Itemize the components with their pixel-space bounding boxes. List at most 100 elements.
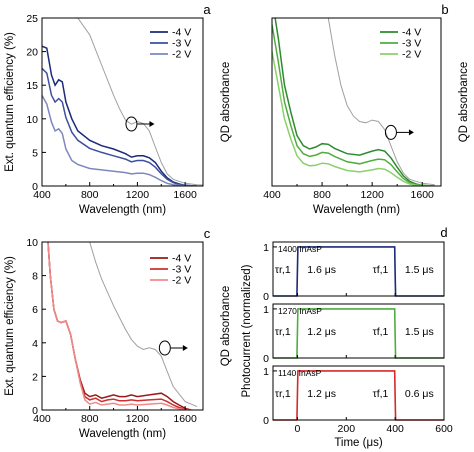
y-tick-label: 0 — [263, 353, 269, 365]
legend-label: -3 V — [172, 38, 191, 50]
y-tick-label: 6 — [32, 304, 38, 316]
sample-label: 1400 InAsP — [278, 244, 322, 254]
fall-tau-label: τf,1 — [373, 326, 389, 338]
y-tick-label: 2 — [32, 371, 38, 383]
x-tick-label: 200 — [338, 423, 356, 435]
x-tick-label: 1600 — [173, 413, 197, 425]
absorbance-marker-ellipse — [384, 124, 397, 140]
y-axis-label: Ext. quantum efficiency (%) — [4, 256, 16, 396]
fall-tau-value: 1.5 μs — [405, 326, 434, 338]
panel-label: d — [440, 225, 447, 240]
y-tick-label: 1 — [263, 366, 269, 378]
transient-line — [273, 370, 444, 421]
series-line-m4V — [274, 18, 435, 186]
x-tick-label: 1200 — [126, 189, 150, 201]
rise-tau-label: τr,1 — [275, 264, 291, 276]
legend-label: -2 V — [172, 49, 191, 61]
panel-b: 400 800 1200 1600 Wavelength (nm) QD absorban… — [263, 2, 470, 216]
rise-tau-value: 1.2 μs — [307, 388, 336, 400]
series-line-m3V — [272, 24, 435, 186]
legend-label: -3 V — [402, 38, 421, 50]
y-tick-label: 0 — [32, 181, 38, 193]
x-tick-label: 400 — [263, 189, 281, 201]
transient-line — [273, 246, 444, 297]
subplot-frame — [272, 365, 445, 421]
fall-tau-value: 0.6 μs — [405, 388, 434, 400]
x-tick-label: 1200 — [360, 189, 384, 201]
absorbance-marker-ellipse — [125, 116, 138, 132]
x-tick-label: 600 — [435, 423, 453, 435]
panel-label: a — [203, 2, 211, 17]
legend-label: -4 V — [402, 27, 421, 39]
y-tick-label: 25 — [26, 13, 38, 25]
x-tick-label: 400 — [33, 413, 51, 425]
legend-label: -4 V — [172, 253, 191, 265]
y-tick-label: 0 — [263, 291, 269, 303]
transient-subpanel: 0 1 1400 InAsP τr,1 1.6 μs τf,1 1.5 μs — [263, 241, 445, 303]
absorbance-marker-ellipse — [158, 340, 171, 356]
x-tick-label: 1600 — [411, 189, 435, 201]
x-axis-label: Wavelength (nm) — [79, 204, 166, 216]
plot-frame — [41, 17, 204, 187]
x-tick-label: 1600 — [173, 189, 197, 201]
y-axis-label: Photocurrent (normalized) — [241, 264, 253, 397]
plot-frame — [271, 17, 442, 187]
y-tick-label: 1 — [263, 304, 269, 316]
transient-subpanel: 0 1 1270 InAsP τr,1 1.2 μs τf,1 1.5 μs — [263, 303, 445, 365]
series-line-m4V — [47, 242, 192, 410]
series-line-m3V — [42, 67, 198, 186]
x-tick-label: 800 — [313, 189, 331, 201]
legend-label: -2 V — [172, 275, 191, 287]
legend-label: -2 V — [402, 49, 421, 61]
transient-subpanel: 0 1 1140 InAsP τr,1 1.2 μs τf,1 0.6 μs — [263, 365, 445, 427]
subplot-frame — [272, 241, 445, 297]
y-tick-label: 1 — [263, 242, 269, 254]
absorbance-line — [327, 18, 435, 186]
x-tick-label: 400 — [33, 189, 51, 201]
x-tick-label: 800 — [81, 189, 99, 201]
x-tick-label: 400 — [386, 423, 404, 435]
rise-tau-value: 1.2 μs — [307, 326, 336, 338]
y-tick-label: 5 — [32, 147, 38, 159]
panel-label: b — [441, 2, 448, 17]
panel-a: 400 800 1200 1600 0 5 10 15 20 25 Wavelength (nm) E… — [4, 2, 232, 216]
legend-label: -4 V — [172, 27, 191, 39]
x-tick-label: 800 — [81, 413, 99, 425]
y-tick-label: 10 — [26, 237, 38, 249]
fall-tau-label: τf,1 — [373, 264, 389, 276]
arrow-head-icon — [149, 121, 155, 127]
fall-tau-label: τf,1 — [373, 388, 389, 400]
y-tick-label: 20 — [26, 47, 38, 59]
legend-label: -3 V — [172, 264, 191, 276]
arrow-head-icon — [182, 345, 188, 351]
x-axis-label: Wavelength (nm) — [79, 428, 166, 440]
series-line-m2V — [42, 94, 198, 186]
x-axis-label: Wavelength (nm) — [313, 204, 400, 216]
y-tick-label: 15 — [26, 80, 38, 92]
x-tick-label: 1200 — [126, 413, 150, 425]
rise-tau-label: τr,1 — [275, 388, 291, 400]
absorbance-line — [89, 242, 198, 408]
y-axis-label: Ext. quantum efficiency (%) — [4, 32, 16, 172]
y-tick-label: 0 — [263, 415, 269, 427]
y-axis-label-right: QD absorbance — [458, 62, 470, 143]
series-line-m3V — [47, 242, 192, 410]
x-tick-label: 0 — [295, 423, 301, 435]
y-axis-label-right: QD absorbance — [220, 286, 232, 367]
plot-frame — [41, 241, 204, 411]
y-tick-label: 10 — [26, 114, 38, 126]
transient-line — [273, 308, 444, 359]
x-axis-label: Time (μs) — [334, 437, 383, 449]
y-axis-label-right: QD absorbance — [220, 62, 232, 143]
arrow-head-icon — [408, 129, 414, 136]
sample-label: 1140 InAsP — [278, 368, 322, 378]
y-tick-label: 4 — [32, 338, 38, 350]
fall-tau-value: 1.5 μs — [405, 264, 434, 276]
y-tick-label: 8 — [32, 271, 38, 283]
rise-tau-value: 1.6 μs — [307, 264, 336, 276]
subplot-frame — [272, 303, 445, 359]
sample-label: 1270 InAsP — [278, 306, 322, 316]
series-line-m2V — [47, 242, 192, 410]
y-tick-label: 0 — [32, 405, 38, 417]
